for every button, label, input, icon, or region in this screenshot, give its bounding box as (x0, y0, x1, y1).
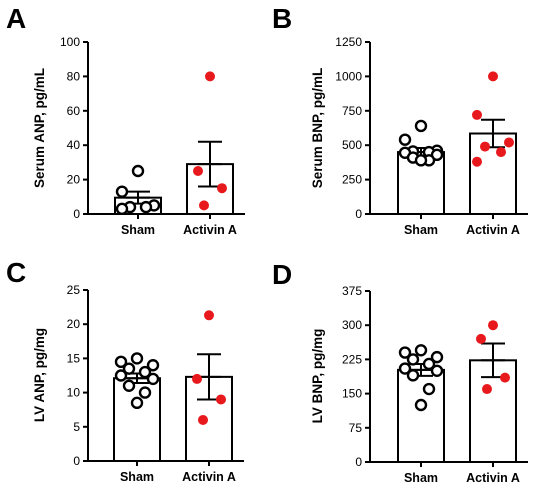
y-axis-label: LV ANP, pg/mg (32, 328, 47, 422)
data-point (192, 373, 202, 384)
data-point (414, 119, 428, 133)
data-point (422, 357, 436, 371)
y-tick-label: 25 (67, 283, 81, 297)
data-point (130, 352, 144, 365)
data-point (496, 147, 506, 158)
data-point (472, 156, 482, 167)
data-point (193, 166, 203, 176)
data-point (480, 141, 490, 152)
y-tick-label: 40 (67, 138, 81, 152)
panel-d: D LV BNP, pg/mg 0 75 150 225 300 375 Sham Activin… (272, 259, 528, 485)
data-point (414, 398, 428, 412)
data-point (131, 164, 145, 178)
x-tick-label: Activin A (183, 223, 237, 237)
data-point (476, 333, 486, 344)
data-point (482, 384, 492, 395)
x-tick-label: Sham (404, 223, 438, 237)
data-point (398, 346, 412, 359)
data-point (500, 372, 510, 383)
y-tick-label: 5 (73, 420, 80, 434)
data-point (398, 133, 412, 146)
data-point (217, 183, 227, 194)
data-point (430, 364, 444, 377)
panel-c: C LV ANP, pg/mg 0 5 10 15 20 25 Sham Activin A (6, 257, 244, 484)
data-point (204, 310, 214, 321)
y-tick-label: 0 (355, 207, 362, 221)
y-tick-label: 750 (342, 104, 362, 118)
y-tick-label: 20 (67, 173, 81, 187)
data-point (198, 414, 208, 425)
y-tick-label: 375 (342, 284, 362, 298)
y-tick-label: 60 (67, 104, 81, 118)
data-point (139, 200, 153, 214)
y-tick-label: 1000 (335, 69, 362, 83)
data-point (115, 202, 129, 216)
x-tick-label: Sham (120, 470, 154, 484)
x-tick-label: Sham (121, 223, 155, 237)
panel-letter: C (6, 257, 26, 288)
panel-letter: B (272, 3, 292, 34)
x-tick-label: Sham (404, 471, 438, 485)
x-tick-label: Activin A (182, 470, 236, 484)
panel-b: B Serum BNP, pg/mL 0 250 500 750 1000 1250 Sham A… (272, 3, 528, 237)
y-tick-label: 300 (342, 318, 362, 332)
y-tick-label: 20 (67, 317, 81, 331)
y-tick-label: 0 (73, 454, 80, 468)
y-axis-label: Serum ANP, pg/mL (32, 68, 47, 188)
data-point (122, 379, 136, 392)
y-tick-label: 1250 (335, 35, 362, 49)
data-point (488, 71, 498, 82)
y-axis-label: Serum BNP, pg/mL (310, 68, 325, 189)
y-tick-label: 75 (349, 421, 363, 435)
y-tick-label: 10 (67, 386, 81, 400)
y-tick-label: 0 (73, 207, 80, 221)
data-point (422, 382, 436, 396)
panel-letter: A (6, 3, 26, 34)
data-point (122, 362, 136, 375)
data-point (138, 386, 152, 399)
y-tick-label: 225 (342, 352, 362, 366)
data-point (205, 71, 215, 82)
data-point (472, 109, 482, 120)
data-point (504, 137, 514, 148)
y-tick-label: 15 (67, 351, 81, 365)
data-point (138, 365, 152, 379)
x-tick-label: Activin A (466, 223, 520, 237)
data-point (398, 362, 412, 375)
data-point (146, 359, 160, 372)
data-point (146, 372, 160, 386)
data-point (430, 148, 444, 162)
y-tick-label: 80 (67, 69, 81, 83)
y-tick-label: 100 (60, 35, 80, 49)
data-point (414, 344, 428, 357)
data-point (199, 200, 209, 211)
y-tick-label: 0 (355, 455, 362, 469)
bar (113, 377, 161, 462)
data-point (406, 353, 420, 366)
data-point (216, 394, 226, 405)
data-point (430, 350, 444, 364)
y-tick-label: 150 (342, 387, 362, 401)
bar (397, 368, 445, 463)
data-point (488, 320, 498, 331)
y-tick-label: 250 (342, 173, 362, 187)
panel-a: A Serum ANP, pg/mL 0 20 40 60 80 100 Sham Activin… (6, 3, 245, 237)
data-point (114, 369, 128, 382)
panel-letter: D (272, 259, 292, 290)
data-point (115, 185, 129, 198)
data-point (406, 369, 420, 382)
x-tick-label: Activin A (466, 471, 520, 485)
data-point (114, 355, 128, 369)
data-point (130, 396, 144, 410)
data-point (414, 154, 428, 167)
y-axis-label: LV BNP, pg/mg (310, 329, 325, 424)
y-tick-label: 500 (342, 138, 362, 152)
